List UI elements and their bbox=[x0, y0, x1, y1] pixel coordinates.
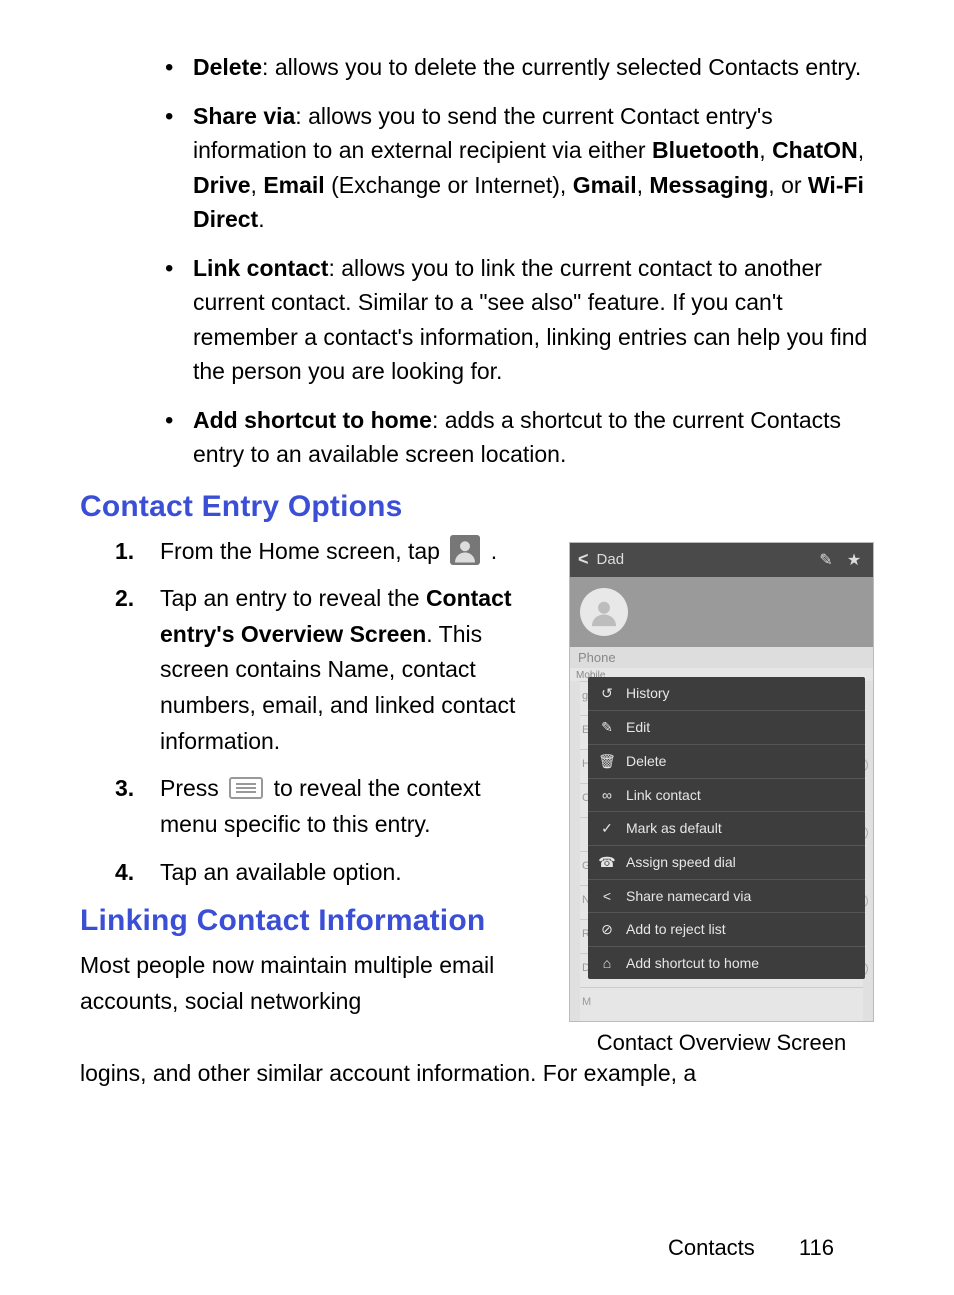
step-number: 3. bbox=[115, 771, 134, 807]
menu-label: Assign speed dial bbox=[626, 854, 736, 870]
menu-label: Edit bbox=[626, 719, 650, 735]
menu-link-contact[interactable]: ∞ Link contact bbox=[588, 778, 865, 811]
step-number: 4. bbox=[115, 855, 134, 891]
menu-reject-list[interactable]: ⊘ Add to reject list bbox=[588, 912, 865, 946]
b: Messaging bbox=[649, 172, 768, 198]
step-text: Press bbox=[160, 775, 225, 801]
step-text: Tap an entry to reveal the bbox=[160, 585, 426, 611]
menu-icon bbox=[229, 777, 263, 799]
link-icon: ∞ bbox=[598, 787, 616, 803]
heading-contact-entry-options: Contact Entry Options bbox=[80, 490, 874, 524]
t: , or bbox=[768, 172, 808, 198]
step-2: 2. Tap an entry to reveal the Contact en… bbox=[100, 581, 537, 759]
left-column: 1. From the Home screen, tap . 2. Tap an… bbox=[80, 534, 537, 1020]
delete-icon: 🗑 bbox=[598, 753, 616, 770]
bullet-text: : allows you to delete the currently sel… bbox=[262, 54, 861, 80]
two-column-layout: 1. From the Home screen, tap . 2. Tap an… bbox=[80, 534, 874, 1056]
step-1: 1. From the Home screen, tap . bbox=[100, 534, 537, 570]
b: Drive bbox=[193, 172, 251, 198]
menu-label: Mark as default bbox=[626, 820, 722, 836]
phone-screenshot: < Dad ✎ ★ Phone Mobile g E H C G N bbox=[569, 542, 874, 1022]
menu-label: Add shortcut to home bbox=[626, 955, 759, 971]
bullet-term: Share via bbox=[193, 103, 295, 129]
step-3: 3. Press to reveal the context menu spec… bbox=[100, 771, 537, 842]
bullet-term: Delete bbox=[193, 54, 262, 80]
step-text: From the Home screen, tap bbox=[160, 538, 446, 564]
step-text: . bbox=[491, 538, 497, 564]
menu-label: Share namecard via bbox=[626, 888, 751, 904]
bullet-term: Link contact bbox=[193, 255, 328, 281]
avatar-row bbox=[570, 577, 873, 647]
right-column: < Dad ✎ ★ Phone Mobile g E H C G N bbox=[569, 542, 874, 1056]
avatar-icon bbox=[580, 588, 628, 636]
context-menu-popup: ↺ History ✎ Edit 🗑 Delete ∞ Link contact ✓ Ma… bbox=[588, 677, 865, 979]
step-number: 2. bbox=[115, 581, 134, 617]
bullet-add-shortcut: Add shortcut to home: adds a shortcut to… bbox=[165, 403, 874, 472]
step-text: Tap an available option. bbox=[160, 859, 402, 885]
footer-section: Contacts bbox=[668, 1235, 755, 1260]
footer-page: 116 bbox=[799, 1235, 834, 1261]
menu-add-shortcut[interactable]: ⌂ Add shortcut to home bbox=[588, 946, 865, 979]
t: . bbox=[258, 206, 264, 232]
back-icon[interactable]: < bbox=[578, 549, 589, 570]
menu-label: Link contact bbox=[626, 787, 701, 803]
reject-icon: ⊘ bbox=[598, 921, 616, 938]
edit-icon: ✎ bbox=[598, 719, 616, 736]
menu-share-namecard[interactable]: < Share namecard via bbox=[588, 879, 865, 912]
step-number: 1. bbox=[115, 534, 134, 570]
contacts-icon bbox=[450, 535, 480, 565]
t: (Exchange or Internet), bbox=[325, 172, 573, 198]
phone-header: < Dad ✎ ★ bbox=[570, 543, 873, 577]
bullet-list: Delete: allows you to delete the current… bbox=[165, 50, 874, 472]
b: ChatON bbox=[772, 137, 858, 163]
screenshot-caption: Contact Overview Screen bbox=[569, 1030, 874, 1056]
share-icon: < bbox=[598, 888, 616, 904]
b: Bluetooth bbox=[652, 137, 759, 163]
heading-linking-contact-info: Linking Contact Information bbox=[80, 904, 537, 938]
menu-label: Add to reject list bbox=[626, 921, 726, 937]
menu-history[interactable]: ↺ History bbox=[588, 677, 865, 710]
bullet-delete: Delete: allows you to delete the current… bbox=[165, 50, 874, 85]
bullet-share-via: Share via: allows you to send the curren… bbox=[165, 99, 874, 237]
page-footer: Contacts 116 bbox=[668, 1235, 834, 1261]
star-icon[interactable]: ★ bbox=[843, 550, 865, 570]
section-phone-label: Phone bbox=[570, 647, 873, 668]
bullet-link-contact: Link contact: allows you to link the cur… bbox=[165, 251, 874, 389]
b: Gmail bbox=[573, 172, 637, 198]
contact-name: Dad bbox=[597, 551, 625, 568]
menu-label: Delete bbox=[626, 753, 666, 769]
dial-icon: ☎ bbox=[598, 854, 616, 871]
linking-paragraph-1: Most people now maintain multiple email … bbox=[80, 948, 537, 1019]
menu-mark-default[interactable]: ✓ Mark as default bbox=[588, 811, 865, 845]
menu-label: History bbox=[626, 685, 670, 701]
home-icon: ⌂ bbox=[598, 955, 616, 971]
menu-edit[interactable]: ✎ Edit bbox=[588, 710, 865, 744]
menu-speed-dial[interactable]: ☎ Assign speed dial bbox=[588, 845, 865, 879]
step-4: 4. Tap an available option. bbox=[100, 855, 537, 891]
linking-paragraph-2: logins, and other similar account inform… bbox=[80, 1056, 874, 1092]
b: Email bbox=[263, 172, 324, 198]
menu-area: g E H C G N R D M ↺History ✎Edit 🗑Delete… bbox=[570, 681, 873, 1021]
history-icon: ↺ bbox=[598, 685, 616, 702]
check-icon: ✓ bbox=[598, 820, 616, 837]
steps-list: 1. From the Home screen, tap . 2. Tap an… bbox=[100, 534, 537, 891]
menu-delete[interactable]: 🗑 Delete bbox=[588, 744, 865, 778]
bullet-term: Add shortcut to home bbox=[193, 407, 432, 433]
edit-icon[interactable]: ✎ bbox=[815, 550, 837, 570]
